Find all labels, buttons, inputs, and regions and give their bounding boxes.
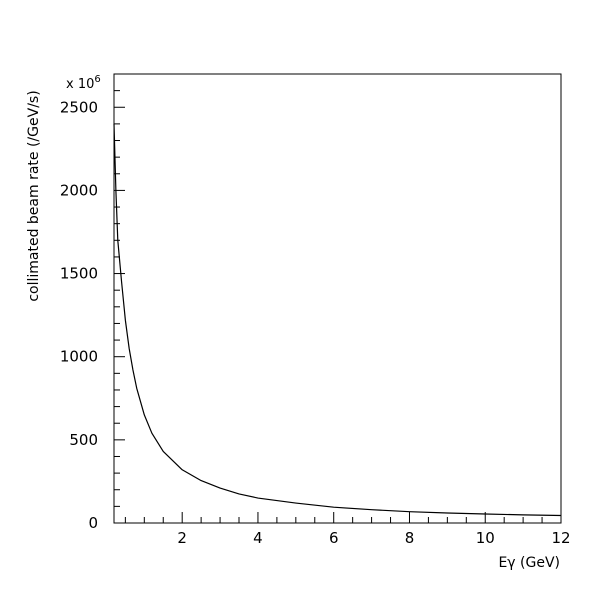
series-line (113, 123, 562, 517)
x-axis-label: Eγ (GeV) (498, 555, 560, 571)
x-tick-label: 8 (405, 529, 415, 547)
y-axis-label: collimated beam rate (/GeV/s) (26, 90, 42, 301)
y-tick-label: 2000 (60, 181, 98, 199)
plot-frame (113, 73, 562, 524)
y-tick-label: 0 (88, 514, 98, 532)
y-tick-label: 1500 (60, 265, 98, 283)
x-tick-label: 10 (476, 529, 495, 547)
y-axis-tick-labels: 0 500 1000 1500 2000 2500 (60, 98, 98, 532)
x-tick-label: 12 (551, 529, 570, 547)
x-tick-label: 4 (253, 529, 263, 547)
y-tick-label: 500 (69, 431, 98, 449)
x-tick-label: 6 (329, 529, 339, 547)
y-multiplier-base: x 10 (66, 77, 94, 92)
x-axis-ticks (124, 512, 562, 523)
y-tick-label: 1000 (60, 348, 98, 366)
y-multiplier: x 106 (66, 74, 101, 92)
x-axis-tick-labels: 2 4 6 8 10 12 (177, 529, 570, 547)
x-tick-label: 2 (177, 529, 187, 547)
y-tick-label: 2500 (60, 98, 98, 116)
series-layer (113, 123, 562, 517)
y-multiplier-exponent: 6 (94, 74, 100, 85)
